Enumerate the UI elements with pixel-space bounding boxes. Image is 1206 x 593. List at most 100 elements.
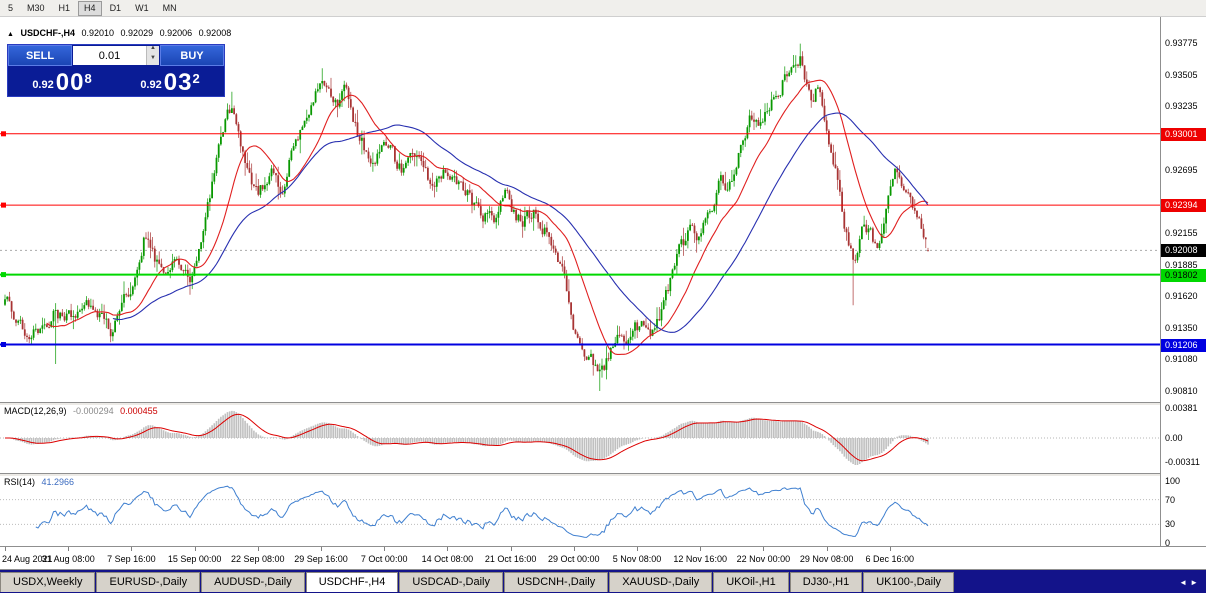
time-axis-tick xyxy=(68,547,70,551)
time-axis-label: 29 Oct 00:00 xyxy=(548,554,600,564)
sell-price-display: 0.92 00 8 xyxy=(8,66,116,96)
price-marker: 0.91206 xyxy=(1161,338,1206,352)
chart-tab[interactable]: DJ30-,H1 xyxy=(789,572,863,592)
macd-signal-value: 0.000455 xyxy=(120,406,158,416)
rsi-canvas[interactable] xyxy=(0,476,1160,546)
chart-tab-bar: USDX,Weekly EURUSD-,Daily AUDUSD-,Daily USD… xyxy=(0,569,1206,593)
time-axis-label: 29 Sep 16:00 xyxy=(294,554,348,564)
timeframe-toolbar: 5 M30 H1 H4 D1 W1 MN xyxy=(0,0,1206,17)
chart-tab[interactable]: UKOil-,H1 xyxy=(713,572,789,592)
chart-tab[interactable]: USDX,Weekly xyxy=(0,572,96,592)
ohlc-high: 0.92029 xyxy=(120,28,154,38)
sell-price-figure: 0.92 xyxy=(32,79,54,91)
timeframe-button-m30[interactable]: M30 xyxy=(27,2,45,13)
price-axis-label: 0.91080 xyxy=(1165,354,1198,365)
time-axis-label: 21 Oct 16:00 xyxy=(484,554,537,564)
volume-down-icon[interactable]: ▼ xyxy=(150,54,156,61)
macd-scale-label: -0.00311 xyxy=(1165,457,1200,468)
sell-button[interactable]: SELL xyxy=(8,45,72,66)
macd-canvas[interactable] xyxy=(0,405,1160,473)
ohlc-open: 0.92010 xyxy=(81,28,115,38)
chart-title: USDCHF-,H4 xyxy=(20,28,75,38)
timeframe-button-mn[interactable]: MN xyxy=(162,2,177,13)
price-axis-label: 0.91885 xyxy=(1165,259,1198,270)
time-axis-tick xyxy=(637,547,638,551)
tab-scroll-left-icon[interactable]: ◄ xyxy=(1179,578,1191,587)
time-axis-label: 6 Dec 16:00 xyxy=(865,554,915,564)
time-axis-tick xyxy=(573,547,575,551)
time-axis-label: 31 Aug 08:00 xyxy=(41,554,95,564)
time-axis-label: 14 Oct 08:00 xyxy=(421,554,474,564)
time-axis-tick xyxy=(131,547,133,551)
price-marker: 0.91802 xyxy=(1161,268,1206,282)
chart-tab[interactable]: EURUSD-,Daily xyxy=(96,572,201,592)
volume-stepper: ▲ ▼ xyxy=(146,45,159,65)
rsi-scale-label: 70 xyxy=(1165,494,1176,505)
time-axis-tick xyxy=(447,547,449,551)
time-axis-label: 29 Nov 08:00 xyxy=(799,554,854,564)
time-axis-tick xyxy=(700,547,702,551)
chart-tab[interactable]: USDCHF-,H4 xyxy=(305,572,399,592)
volume-up-icon[interactable]: ▲ xyxy=(150,45,156,51)
price-marker: 0.92008 xyxy=(1161,244,1206,258)
time-axis-label: 15 Sep 00:00 xyxy=(167,554,222,564)
chart-header: ▲ USDCHF-,H4 0.92010 0.92029 0.92006 0.9… xyxy=(7,28,235,38)
price-axis-label: 0.92695 xyxy=(1165,164,1198,175)
ohlc-close: 0.92008 xyxy=(198,28,232,38)
time-axis-label: 5 Nov 08:00 xyxy=(612,554,662,564)
pane-separator[interactable] xyxy=(0,402,1206,405)
buy-price-pips: 03 xyxy=(163,69,193,96)
buy-price-display: 0.92 03 2 xyxy=(116,66,224,96)
price-marker: 0.92394 xyxy=(1161,199,1206,213)
time-axis-label: 7 Oct 00:00 xyxy=(360,554,408,564)
rsi-value: 41.2966 xyxy=(41,477,75,487)
time-axis-tick xyxy=(763,547,765,551)
rsi-indicator-pane[interactable]: RSI(14) 41.2966 xyxy=(0,476,1160,546)
one-click-trading-panel: SELL ▲ ▼ BUY 0.92 00 8 0.92 xyxy=(7,44,225,97)
time-axis[interactable]: 24 Aug 2021 31 Aug 08:00 7 Sep 16:00 15 Sep… xyxy=(0,546,1206,569)
time-axis-label: 22 Nov 00:00 xyxy=(736,554,791,564)
chart-tab[interactable]: XAUUSD-,Daily xyxy=(609,572,713,592)
pane-separator[interactable] xyxy=(0,473,1206,476)
buy-button[interactable]: BUY xyxy=(160,45,224,66)
time-axis-tick xyxy=(194,547,196,551)
price-chart-pane[interactable]: ▲ USDCHF-,H4 0.92010 0.92029 0.92006 0.9… xyxy=(0,17,1160,402)
time-axis-label: 12 Nov 16:00 xyxy=(673,554,727,564)
rsi-name: RSI(14) xyxy=(4,477,36,487)
volume-input[interactable] xyxy=(73,46,146,65)
chart-tab[interactable]: USDCAD-,Daily xyxy=(399,572,503,592)
ohlc-low: 0.92006 xyxy=(159,28,193,38)
timeframe-button-5[interactable]: 5 xyxy=(8,2,14,13)
time-axis-tick xyxy=(510,547,512,551)
chart-tab[interactable]: USDCNH-,Daily xyxy=(503,572,609,592)
price-axis-label: 0.93775 xyxy=(1165,38,1198,48)
time-axis-label: 7 Sep 16:00 xyxy=(107,554,156,564)
timeframe-button-h4[interactable]: H4 xyxy=(78,0,102,16)
price-axis[interactable]: 0.93775 0.93505 0.93235 0.92695 0.92155 0.918… xyxy=(1160,17,1206,548)
buy-price-figure: 0.92 xyxy=(140,79,162,91)
macd-indicator-pane[interactable]: MACD(12,26,9) -0.000294 0.000455 xyxy=(0,405,1160,473)
price-axis-label: 0.91350 xyxy=(1165,322,1198,333)
time-axis-tick xyxy=(889,547,891,551)
price-axis-label: 0.90810 xyxy=(1165,386,1198,396)
time-axis-tick xyxy=(5,547,6,551)
price-axis-label: 0.92155 xyxy=(1165,228,1198,239)
chart-collapse-icon[interactable]: ▲ xyxy=(7,31,14,38)
chart-tabs: USDX,Weekly EURUSD-,Daily AUDUSD-,Daily USD… xyxy=(0,572,955,592)
rsi-scale-label: 0 xyxy=(1165,538,1171,548)
price-chart-canvas[interactable] xyxy=(0,17,1160,402)
sell-price-pips: 00 xyxy=(55,69,85,96)
volume-box: ▲ ▼ xyxy=(73,45,159,65)
macd-label: MACD(12,26,9) -0.000294 0.000455 xyxy=(4,406,162,416)
time-axis-label: 24 Aug 2021 xyxy=(2,554,53,564)
time-axis-tick xyxy=(826,547,828,551)
tab-scroll-arrows: ◄► xyxy=(1179,578,1201,587)
timeframe-button-w1[interactable]: W1 xyxy=(135,2,149,13)
sell-price-pipette: 8 xyxy=(84,71,92,86)
timeframe-button-h1[interactable]: H1 xyxy=(58,2,71,13)
timeframe-button-d1[interactable]: D1 xyxy=(109,2,122,13)
tab-scroll-right-icon[interactable]: ► xyxy=(1190,578,1201,587)
chart-tab[interactable]: UK100-,Daily xyxy=(863,572,955,592)
chart-tab[interactable]: AUDUSD-,Daily xyxy=(201,572,305,592)
time-axis-tick xyxy=(384,547,386,551)
